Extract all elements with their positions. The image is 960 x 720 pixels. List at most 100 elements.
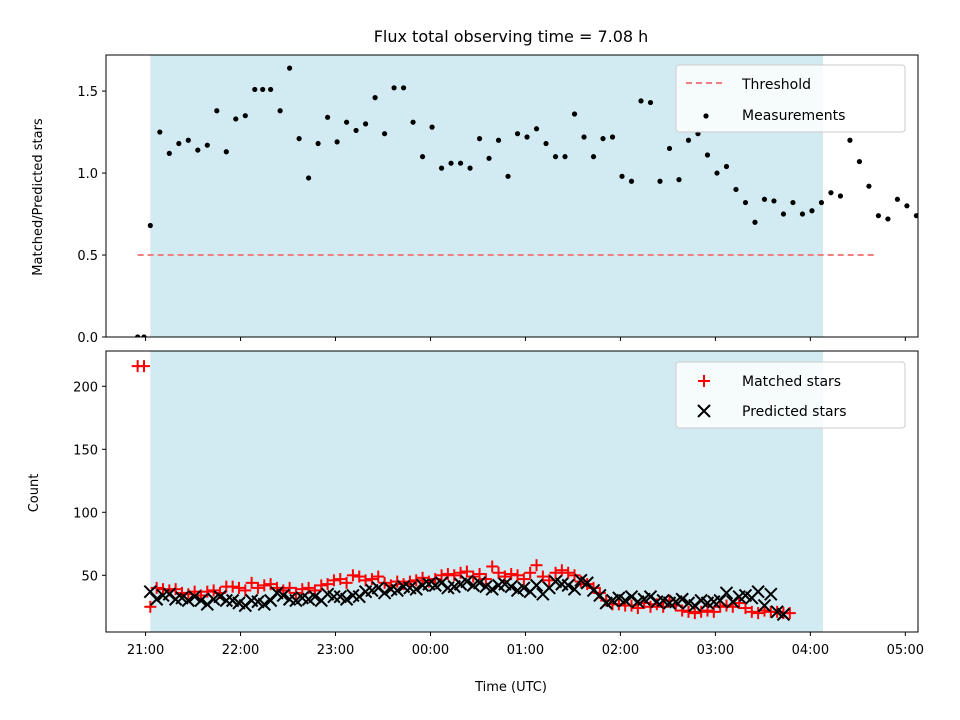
measurement-point xyxy=(952,220,957,225)
measurement-point xyxy=(505,173,511,179)
measurement-point xyxy=(676,177,682,183)
measurement-point xyxy=(467,165,473,171)
matched-point xyxy=(612,598,625,611)
measurements-legend-swatch xyxy=(703,113,709,119)
measurement-point xyxy=(894,196,901,202)
matched-point xyxy=(340,576,353,589)
measurement-point xyxy=(448,160,454,166)
measurement-point xyxy=(419,154,426,160)
measurement-point xyxy=(410,119,416,125)
measurement-point xyxy=(638,98,644,104)
measurement-point xyxy=(242,113,248,119)
matched-point xyxy=(416,571,429,584)
matched-point xyxy=(492,566,505,579)
matched-legend-swatch xyxy=(698,375,710,387)
matched-point xyxy=(562,566,575,579)
top-ylabel: Matched/Predicted stars xyxy=(31,118,46,276)
measurement-point xyxy=(214,108,220,114)
measurement-point xyxy=(609,134,616,140)
matched-point xyxy=(631,602,644,615)
measurement-point xyxy=(780,211,787,217)
threshold-legend-label: Threshold xyxy=(741,77,811,93)
measurement-point xyxy=(828,190,834,196)
measurement-point xyxy=(391,85,397,91)
measurement-point xyxy=(761,196,768,202)
predicted-point xyxy=(308,590,322,604)
measurement-point xyxy=(647,99,654,106)
matched-point xyxy=(207,584,220,597)
matched-point xyxy=(308,584,321,597)
matched-point xyxy=(441,568,454,581)
y-tick-label: 1.5 xyxy=(77,85,98,100)
measurement-point xyxy=(704,152,711,158)
measurement-point xyxy=(495,137,502,143)
x-tick-label: 22:00 xyxy=(222,643,259,658)
measurement-point xyxy=(372,95,378,101)
measurement-point xyxy=(176,140,182,147)
matched-point xyxy=(251,581,264,594)
predicted-point xyxy=(472,576,487,590)
axes-frame xyxy=(105,54,919,338)
matched-point xyxy=(232,581,245,594)
measurement-point xyxy=(429,124,435,130)
measurement-point xyxy=(885,216,891,222)
measurement-point xyxy=(166,150,172,156)
measurement-point xyxy=(362,121,369,127)
measurement-point xyxy=(543,140,549,147)
measurement-point xyxy=(223,149,229,155)
y-tick-label: 50 xyxy=(81,569,98,584)
matched-point xyxy=(479,573,492,586)
matched-point xyxy=(315,579,328,592)
matched-point xyxy=(372,570,385,583)
predicted-point xyxy=(485,582,499,596)
matched-point xyxy=(745,605,758,618)
x-tick-label: 04:00 xyxy=(792,643,829,658)
matched-point xyxy=(144,600,157,613)
measurement-point xyxy=(260,86,266,93)
predicted-point xyxy=(257,597,271,611)
matched-point xyxy=(555,564,568,577)
matched-point xyxy=(511,569,524,582)
measurement-point xyxy=(790,199,796,206)
measurement-point xyxy=(287,65,293,71)
matched-point xyxy=(346,569,359,582)
matched-point xyxy=(264,578,277,591)
measurement-point xyxy=(552,154,559,160)
y-tick-label: 150 xyxy=(73,443,98,458)
predicted-point xyxy=(561,578,575,593)
predicted-point xyxy=(529,578,544,593)
predicted-point xyxy=(377,586,392,600)
matched-point xyxy=(353,570,366,583)
predicted-point xyxy=(751,584,765,599)
predicted-legend-swatch xyxy=(697,404,711,418)
matched-point xyxy=(707,605,720,618)
measurement-point xyxy=(818,199,825,206)
measurement-point xyxy=(933,233,938,238)
measurement-point xyxy=(657,178,663,184)
predicted-point xyxy=(460,574,474,589)
matched-point xyxy=(365,573,378,586)
matched-point xyxy=(296,583,309,596)
predicted-point xyxy=(187,590,202,604)
predicted-point xyxy=(675,592,689,606)
measurement-point xyxy=(666,145,673,152)
measurement-point xyxy=(381,131,388,137)
matched-point xyxy=(334,573,347,586)
predicted-point xyxy=(409,582,423,596)
x-tick-label: 02:00 xyxy=(602,643,639,658)
matched-point xyxy=(422,575,435,588)
measurement-point xyxy=(809,208,815,214)
measurement-point xyxy=(742,199,749,206)
measurement-point xyxy=(913,213,918,219)
matched-point xyxy=(397,578,410,591)
predicted-point xyxy=(181,593,196,608)
measurement-point xyxy=(733,186,739,193)
measurement-point xyxy=(866,183,872,189)
matched-point xyxy=(150,581,163,594)
matched-point xyxy=(536,570,549,583)
matched-point xyxy=(682,605,695,618)
x-tick-label: 21:00 xyxy=(127,643,164,658)
matched-point xyxy=(701,604,714,617)
measurement-point xyxy=(157,129,163,135)
measurement-point xyxy=(714,170,720,176)
